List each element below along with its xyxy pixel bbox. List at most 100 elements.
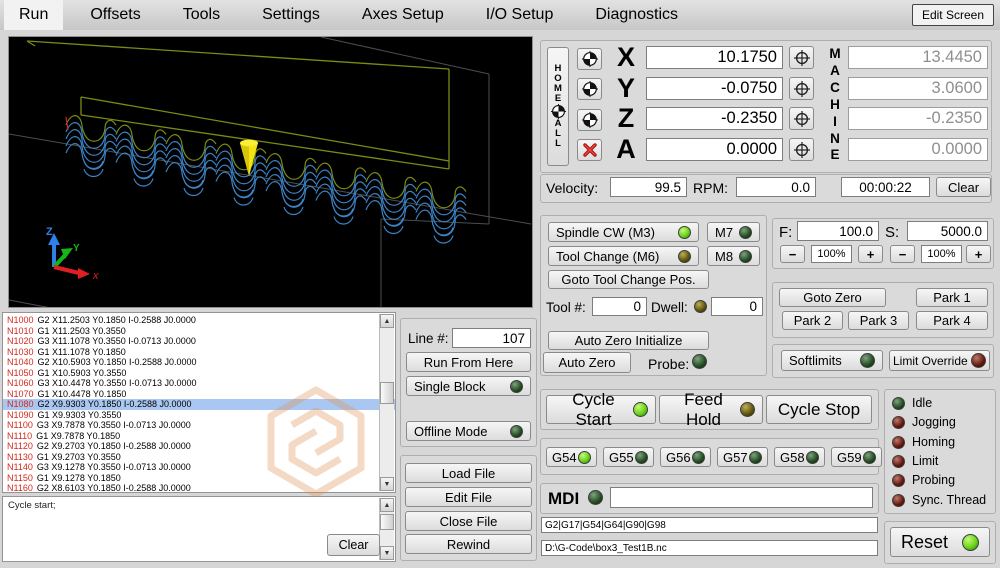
reset-button[interactable]: Reset (890, 527, 990, 557)
gcode-line[interactable]: N1130 G1 X9.2703 Y0.3550 (7, 451, 121, 462)
gcode-line[interactable]: N1040 G2 X10.5903 Y0.1850 I-0.2588 J0.000… (7, 357, 197, 367)
tool-change-button[interactable]: Tool Change (M6) (548, 246, 699, 266)
goto-tool-change-button[interactable]: Goto Tool Change Pos. (548, 270, 709, 289)
park1-button[interactable]: Park 1 (916, 288, 988, 307)
g57-button[interactable]: G57 (717, 447, 768, 467)
home-a-disabled-button[interactable] (577, 139, 602, 161)
g59-button[interactable]: G59 (831, 447, 882, 467)
gcode-line[interactable]: N1140 G3 X9.1278 Y0.3550 I-0.0713 J0.0000 (7, 462, 191, 472)
g55-button[interactable]: G55 (603, 447, 654, 467)
elapsed-timer-field: 00:00:22 (841, 177, 930, 197)
tab-settings[interactable]: Settings (262, 6, 320, 23)
feed-plus-button[interactable]: + (858, 245, 883, 263)
goto-zero-button[interactable]: Goto Zero (779, 288, 886, 307)
speed-field[interactable]: 5000.0 (907, 221, 988, 241)
tab-i-o-setup[interactable]: I/O Setup (485, 6, 554, 23)
park2-button[interactable]: Park 2 (782, 311, 843, 330)
scroll-up-icon[interactable]: ▲ (380, 314, 394, 328)
home-all-button[interactable]: H O M E A L L (547, 47, 569, 166)
gcode-scrollbar[interactable]: ▲ ▼ (379, 314, 394, 491)
tab-diagnostics[interactable]: Diagnostics (595, 6, 679, 23)
zero-x-button[interactable] (789, 46, 814, 69)
tab-axes-setup[interactable]: Axes Setup (361, 6, 444, 23)
single-block-button[interactable]: Single Block (406, 376, 531, 396)
run-from-here-button[interactable]: Run From Here (406, 352, 531, 372)
scroll-down-icon[interactable]: ▼ (380, 477, 394, 491)
speed-plus-button[interactable]: + (966, 245, 991, 263)
zero-y-button[interactable] (789, 77, 814, 100)
gcode-line[interactable]: N1120 G2 X9.2703 Y0.1850 I-0.2588 J0.0000 (7, 441, 191, 451)
gcode-line[interactable]: N1150 G1 X9.1278 Y0.1850 (7, 472, 121, 483)
gcode-line[interactable]: N1110 G1 X9.7878 Y0.1850 (7, 430, 121, 441)
gcode-line[interactable]: N1010 G1 X11.2503 Y0.3550 (7, 325, 126, 336)
gcode-line[interactable]: N1090 G1 X9.9303 Y0.3550 (7, 409, 122, 420)
speed-minus-button[interactable]: − (890, 245, 915, 263)
gcode-line[interactable]: N1160 G2 X8.6103 Y0.1850 I-0.2588 J0.0000 (7, 483, 191, 493)
dro-x-field[interactable]: 10.1750 (646, 46, 783, 69)
offline-mode-button[interactable]: Offline Mode (406, 421, 531, 441)
home-x-button[interactable] (577, 48, 602, 70)
message-scrollbar[interactable]: ▲ ▼ (379, 498, 394, 560)
modal-gcodes-field: G2|G17|G54|G64|G90|G98 (541, 517, 878, 533)
m8-button[interactable]: M8 (707, 246, 760, 266)
softlimits-button[interactable]: Softlimits (781, 350, 883, 371)
gcode-line[interactable]: N1050 G1 X10.5903 Y0.3550 (7, 367, 127, 378)
cycle-start-button[interactable]: Cycle Start (546, 390, 656, 429)
cycle-stop-button[interactable]: Cycle Stop (766, 395, 872, 424)
offline-mode-label: Offline Mode (414, 423, 488, 439)
close-file-button[interactable]: Close File (405, 511, 532, 531)
gcode-line[interactable]: N1060 G3 X10.4478 Y0.3550 I-0.0713 J0.000… (7, 378, 197, 388)
tab-offsets[interactable]: Offsets (90, 6, 141, 23)
gcode-list[interactable]: ▲ ▼ N1000 G2 X11.2503 Y0.1850 I-0.2588 J0… (2, 312, 396, 493)
scroll-down-icon[interactable]: ▼ (380, 546, 394, 560)
m7-button[interactable]: M7 (707, 222, 760, 242)
park4-button[interactable]: Park 4 (916, 311, 988, 330)
edit-screen-button[interactable]: Edit Screen (911, 4, 994, 26)
load-file-button[interactable]: Load File (405, 463, 532, 483)
tab-tools[interactable]: Tools (182, 6, 221, 23)
mdi-input[interactable] (610, 487, 873, 508)
timer-clear-button[interactable]: Clear (936, 177, 991, 197)
park3-button[interactable]: Park 3 (848, 311, 909, 330)
home-y-button[interactable] (577, 78, 602, 100)
dro-y-field[interactable]: -0.0750 (646, 77, 783, 100)
gcode-line[interactable]: N1100 G3 X9.7878 Y0.3550 I-0.0713 J0.0000 (7, 420, 191, 430)
dro-z-field[interactable]: -0.2350 (646, 107, 783, 130)
axis-label-a: A (616, 134, 636, 164)
dwell-field[interactable]: 0 (711, 297, 763, 316)
feed-hold-button[interactable]: Feed Hold (659, 390, 763, 429)
spindle-cw-button[interactable]: Spindle CW (M3) (548, 222, 699, 242)
feed-minus-button[interactable]: − (780, 245, 805, 263)
limit-override-button[interactable]: Limit Override (889, 350, 990, 371)
rewind-button[interactable]: Rewind (405, 534, 532, 554)
edit-file-button[interactable]: Edit File (405, 487, 532, 507)
feedrate-field[interactable]: 100.0 (797, 221, 879, 241)
gcode-line[interactable]: N1000 G2 X11.2503 Y0.1850 I-0.2588 J0.000… (7, 315, 196, 325)
g56-button[interactable]: G56 (660, 447, 711, 467)
message-log[interactable]: Cycle start; ▲ ▼ Clear (2, 496, 396, 562)
gcode-line[interactable]: N1080 G2 X9.9303 Y0.1850 I-0.2588 J0.0000 (3, 399, 395, 410)
message-clear-button[interactable]: Clear (327, 534, 380, 556)
line-number-field[interactable]: 107 (452, 328, 531, 348)
m7-led (739, 225, 752, 239)
scroll-thumb[interactable] (380, 514, 394, 530)
scroll-thumb[interactable] (380, 382, 394, 404)
g58-button[interactable]: G58 (774, 447, 825, 467)
machine-x-field: 13.4450 (848, 46, 988, 69)
scroll-up-icon[interactable]: ▲ (380, 498, 394, 512)
tool-number-field[interactable]: 0 (592, 297, 647, 316)
gcode-line[interactable]: N1020 G3 X11.1078 Y0.3550 I-0.0713 J0.000… (7, 336, 196, 346)
home-z-button[interactable] (577, 109, 602, 131)
auto-zero-initialize-button[interactable]: Auto Zero Initialize (548, 331, 709, 350)
zero-a-button[interactable] (789, 138, 814, 161)
dro-a-field[interactable]: 0.0000 (646, 138, 783, 161)
gcode-line[interactable]: N1030 G1 X11.1078 Y0.1850 (7, 346, 126, 357)
single-block-led (510, 379, 523, 393)
auto-zero-button[interactable]: Auto Zero (543, 352, 631, 373)
zero-z-button[interactable] (789, 107, 814, 130)
g54-button[interactable]: G54 (546, 447, 597, 467)
status-label-homing: Homing (912, 434, 956, 449)
gcode-line[interactable]: N1070 G1 X10.4478 Y0.1850 (7, 388, 127, 399)
tab-run[interactable]: Run (4, 0, 64, 30)
